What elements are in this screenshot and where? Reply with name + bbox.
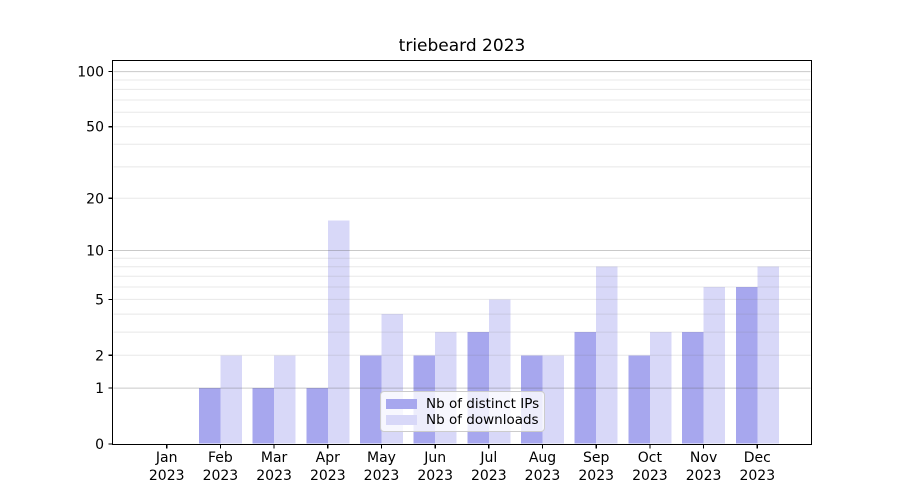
- x-tick-label-month: Sep: [583, 450, 610, 466]
- x-tick-label-month: Apr: [316, 450, 340, 466]
- legend-swatch-downloads: [386, 415, 417, 425]
- x-tick-label-year: 2023: [203, 468, 239, 484]
- x-tick-label-year: 2023: [310, 468, 346, 484]
- axis-spines: [111, 59, 813, 446]
- x-tick-label-month: Mar: [261, 450, 288, 466]
- x-tick-label-month: Jan: [155, 450, 178, 466]
- x-tick-label-month: Dec: [744, 450, 771, 466]
- bar-ips-mar: [252, 388, 275, 444]
- bar-ips-may: [360, 355, 382, 444]
- x-tick-label-month: Feb: [208, 450, 233, 466]
- bar-downloads-feb: [220, 355, 242, 444]
- y-tick-label: 100: [77, 65, 104, 81]
- x-tick-label-year: 2023: [739, 468, 775, 484]
- x-tick-label-month: Jul: [479, 450, 497, 466]
- bar-downloads-sep: [596, 266, 618, 444]
- x-tick-label-month: Oct: [638, 450, 663, 466]
- x-tick-label-year: 2023: [149, 468, 185, 484]
- x-tick-label-year: 2023: [578, 468, 614, 484]
- x-tick-label-year: 2023: [632, 468, 668, 484]
- bar-ips-feb: [198, 388, 221, 444]
- bar-downloads-dec: [757, 266, 779, 444]
- x-tick-label-month: May: [367, 450, 396, 466]
- bar-ips-apr: [306, 388, 328, 444]
- chart-title: triebeard 2023: [399, 36, 526, 56]
- x-tick-label-year: 2023: [256, 468, 292, 484]
- bar-downloads-mar: [274, 355, 296, 444]
- x-tick-label-year: 2023: [364, 468, 400, 484]
- y-tick-label: 0: [95, 437, 104, 453]
- x-tick-label-year: 2023: [686, 468, 722, 484]
- x-tick-label-year: 2023: [417, 468, 453, 484]
- y-tick-label: 20: [86, 191, 104, 207]
- y-tick-label: 1: [95, 381, 104, 397]
- bar-downloads-oct: [649, 332, 672, 444]
- y-tick-label: 50: [86, 120, 104, 136]
- y-tick-label: 10: [86, 244, 104, 260]
- legend-swatch-distinct-ips: [386, 399, 417, 409]
- legend-row-distinct-ips: Nb of distinct IPs: [386, 396, 540, 412]
- bar-ips-sep: [574, 332, 597, 444]
- bar-downloads-aug: [542, 355, 564, 444]
- bar-downloads-apr: [327, 220, 350, 444]
- x-tick-label-year: 2023: [525, 468, 561, 484]
- bar-ips-nov: [682, 332, 704, 444]
- legend-row-downloads: Nb of downloads: [386, 412, 539, 428]
- legend: Nb of distinct IPs Nb of downloads: [380, 391, 545, 432]
- legend-label-downloads: Nb of downloads: [426, 412, 539, 428]
- y-tick-label: 5: [95, 292, 104, 308]
- x-tick-label-month: Nov: [690, 450, 717, 466]
- bar-ips-dec: [735, 287, 758, 444]
- bar-ips-oct: [628, 355, 650, 444]
- x-tick-label-month: Jun: [423, 450, 446, 466]
- legend-label-distinct-ips: Nb of distinct IPs: [426, 396, 540, 412]
- x-tick-label-month: Aug: [529, 450, 556, 466]
- y-tick-label: 2: [95, 348, 104, 364]
- bar-downloads-nov: [703, 287, 726, 444]
- x-tick-label-year: 2023: [471, 468, 507, 484]
